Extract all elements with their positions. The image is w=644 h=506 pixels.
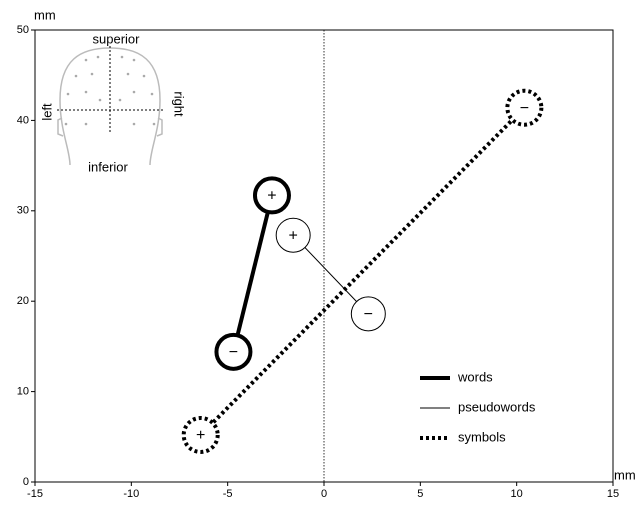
head-inset [57,46,165,166]
x-axis-label: mm [614,467,636,482]
dipole-sign: + [196,427,205,444]
y-tick-label: 10 [17,386,29,398]
x-tick-label: 15 [607,488,619,500]
y-tick-label: 20 [17,295,29,307]
inset-label: left [39,103,54,121]
x-tick-label: 10 [511,488,523,500]
dipole-sign: + [289,227,298,244]
x-tick-label: 0 [321,488,327,500]
dipole-sign: + [267,188,276,205]
dipole-marker [275,217,311,253]
dipole-line [231,194,274,353]
x-tick-label: -5 [223,488,233,500]
dipole-marker [252,176,291,215]
dipole-marker [214,332,253,371]
legend-label: pseudowords [458,399,536,414]
dipole-sign: − [229,344,238,361]
dipole-sign: − [364,306,373,323]
dipole-sign: − [520,100,529,117]
x-tick-label: 5 [417,488,423,500]
inset-label: superior [93,31,141,46]
dipole-marker [181,415,220,454]
dipole-line [292,234,369,315]
y-tick-label: 50 [17,24,29,36]
dipole-marker [350,296,386,332]
x-tick-label: -10 [123,488,139,500]
y-tick-label: 30 [17,205,29,217]
y-tick-label: 40 [17,114,29,126]
legend-label: symbols [458,429,506,444]
legend-label: words [457,369,493,384]
y-axis-label: mm [34,7,56,22]
inset-label: right [172,91,187,117]
inset-label: inferior [88,159,128,174]
y-tick-label: 0 [23,476,29,488]
dipole-marker [505,88,544,127]
x-tick-label: -15 [27,488,43,500]
dipole-line [199,106,526,437]
